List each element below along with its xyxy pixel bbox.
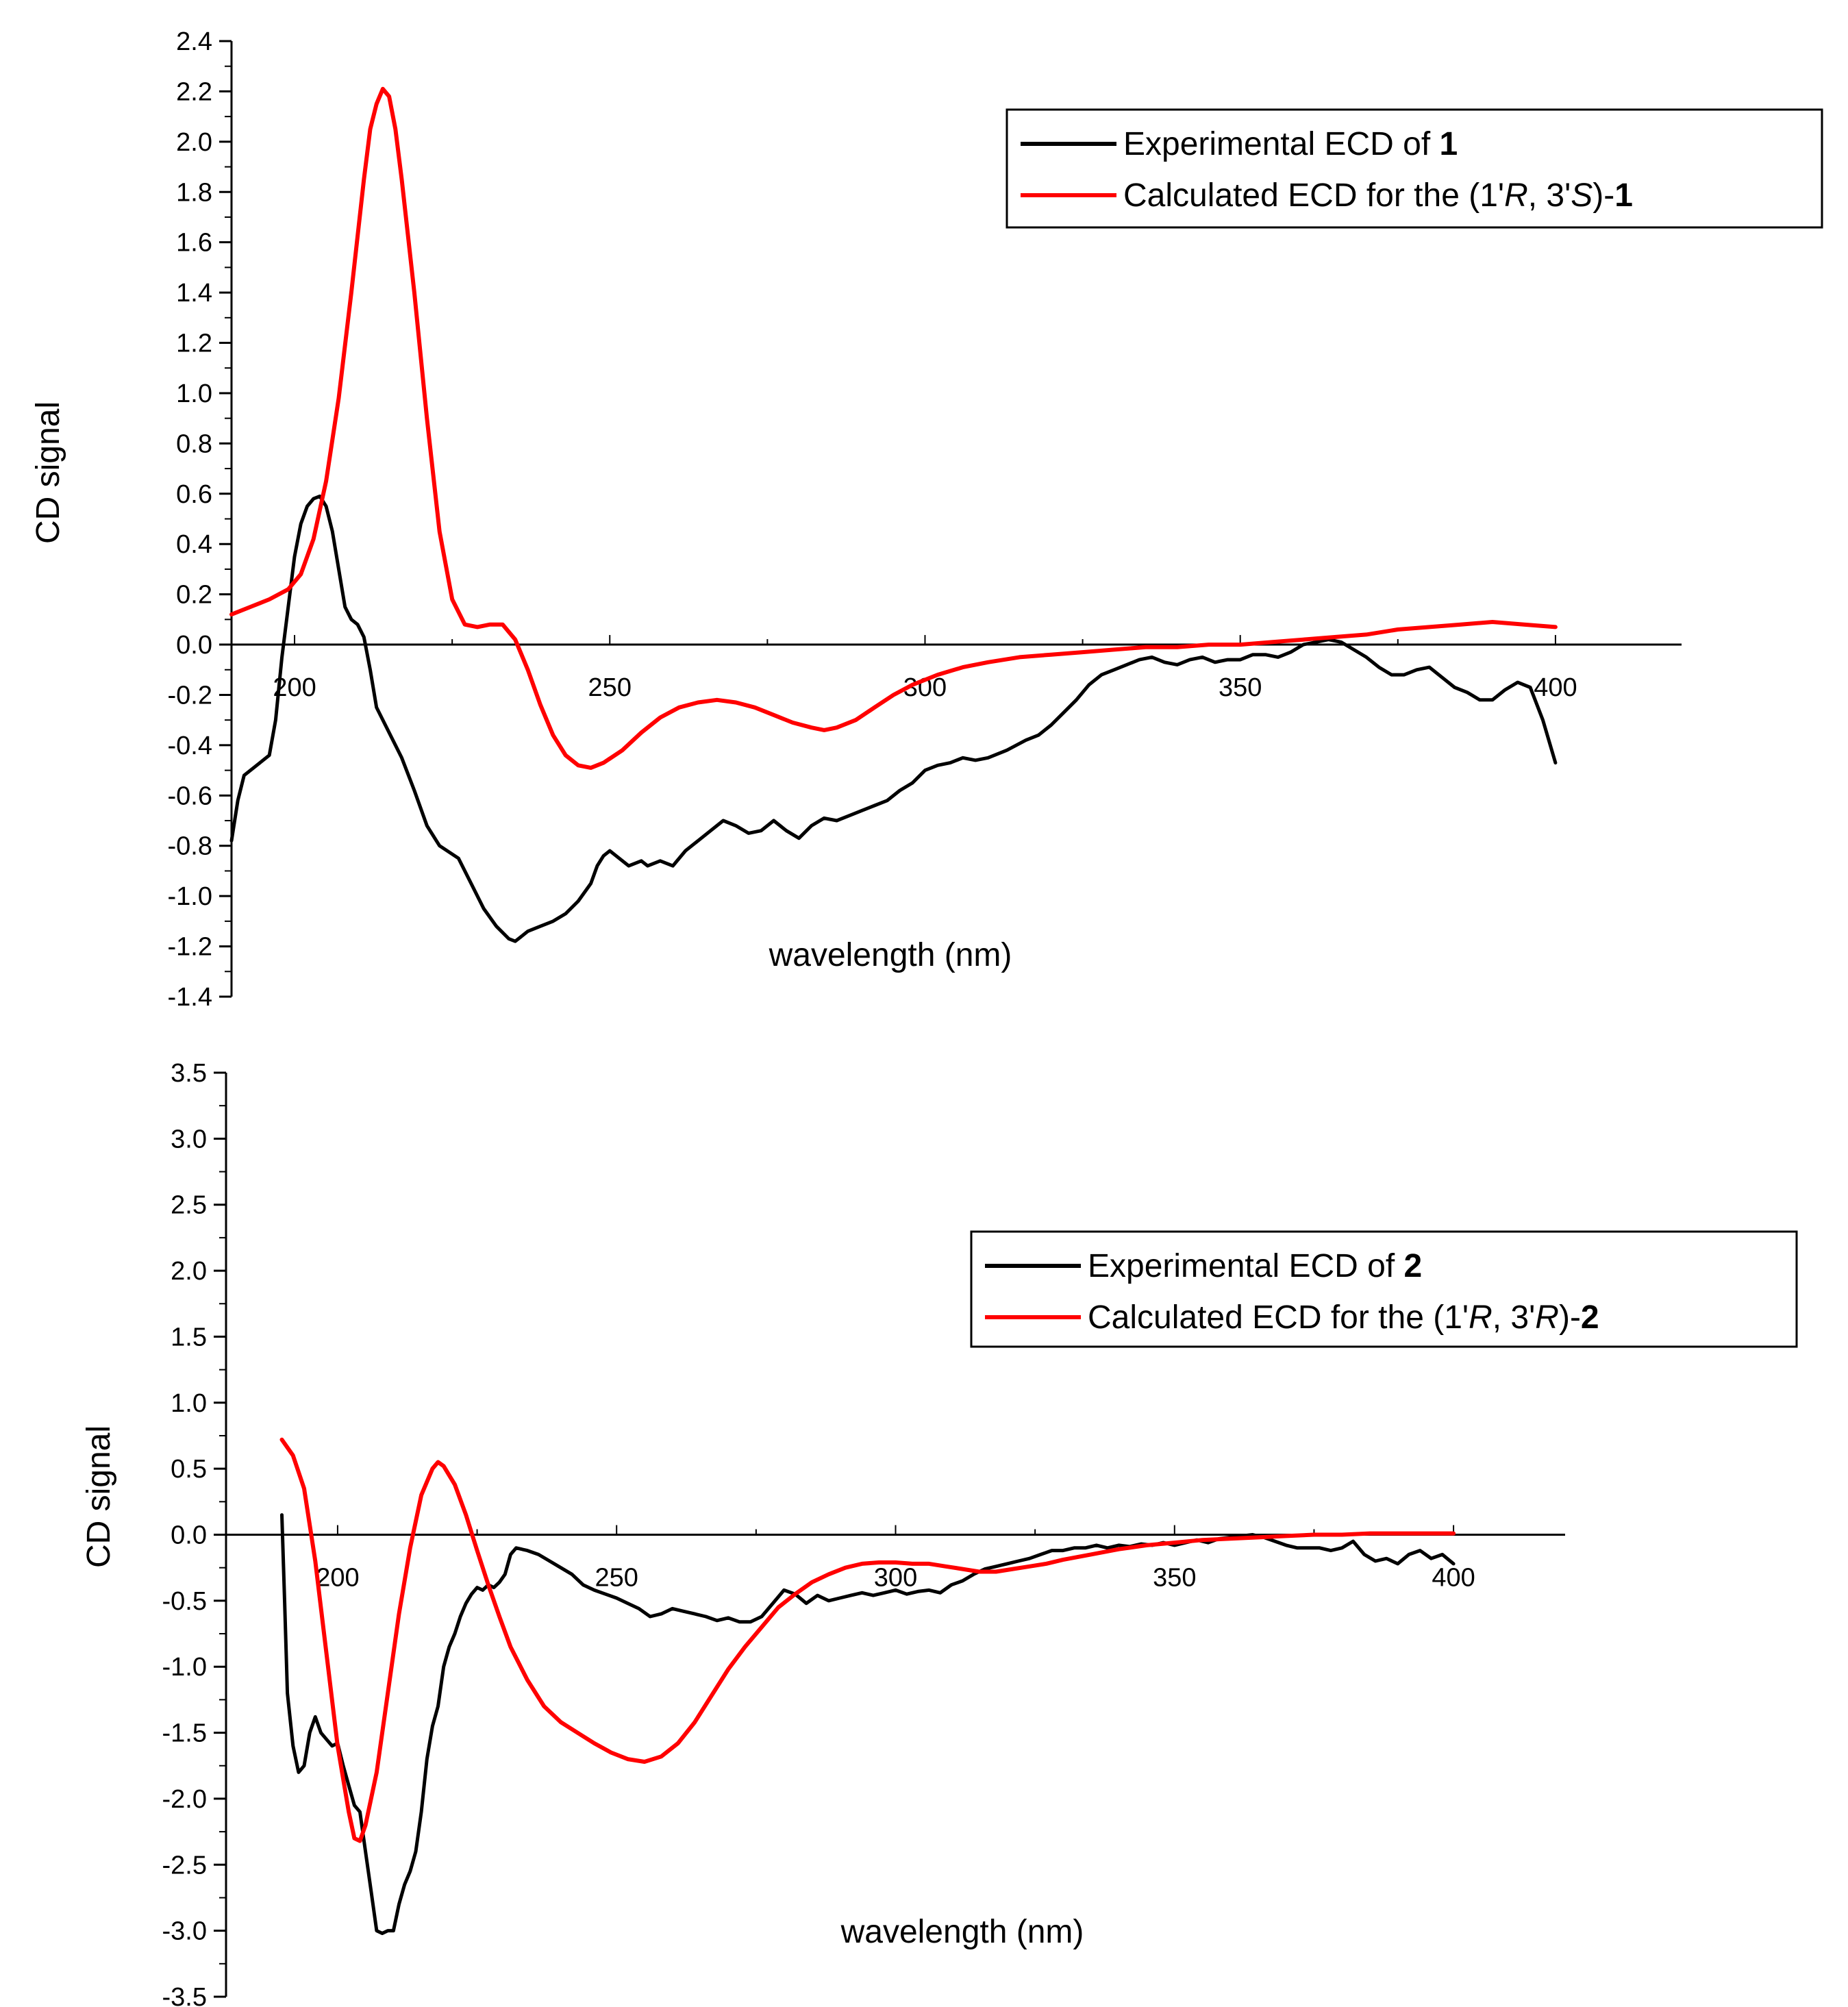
chart-1-y-tick-label: -1.0 xyxy=(168,882,212,911)
chart-2-y-tick-label: -1.0 xyxy=(162,1653,207,1682)
chart-1-y-axis-title: CD signal xyxy=(30,401,66,544)
chart-2-y-tick-label: 1.5 xyxy=(171,1323,207,1351)
chart-2-y-tick-label: 3.0 xyxy=(171,1125,207,1154)
chart-1-y-tick-label: 0.4 xyxy=(176,530,212,559)
chart-1-y-tick-label: -0.2 xyxy=(168,681,212,710)
chart-1-y-tick-label: 0.0 xyxy=(176,631,212,660)
chart-2-legend-label: Calculated ECD for the (1'R, 3'R)-2 xyxy=(1088,1299,1599,1336)
chart-2-x-tick-label: 350 xyxy=(1153,1564,1196,1593)
chart-2-x-tick-label: 200 xyxy=(316,1564,359,1593)
chart-1-y-tick-label: 0.2 xyxy=(176,581,212,610)
chart-2-x-tick-label: 400 xyxy=(1432,1564,1475,1593)
chart-1-y-tick-label: -0.6 xyxy=(168,782,212,810)
chart-1-x-tick-label: 350 xyxy=(1219,673,1262,702)
chart-2-y-tick-label: -3.5 xyxy=(162,1983,207,2007)
chart-2-experimental-series-line xyxy=(280,1513,1456,1935)
chart-1-legend-box xyxy=(1006,108,1823,229)
chart-2-ecd-compound-2: CD signal wavelength (nm) -3.5 -3.0 -2.5 -2… xyxy=(81,1059,1798,2007)
chart-2-x-tick-label: 300 xyxy=(874,1564,917,1593)
chart-2-y-tick-label: 2.0 xyxy=(171,1257,207,1286)
chart-1-experimental-series-line xyxy=(229,495,1558,943)
chart-1-legend-label: Experimental ECD of 1 xyxy=(1123,126,1458,162)
chart-2-y-tick-label: 0.5 xyxy=(171,1455,207,1484)
chart-1-x-axis-title: wavelength (nm) xyxy=(769,937,1012,973)
chart-1-x-tick-label: 400 xyxy=(1534,673,1577,702)
chart-2-legend-box xyxy=(970,1230,1798,1348)
chart-2-legend-label: Experimental ECD of 2 xyxy=(1088,1248,1422,1284)
chart-1-y-tick-label: -1.4 xyxy=(168,983,212,1012)
chart-2-y-tick-label: 3.5 xyxy=(171,1059,207,1088)
chart-1-y-tick-label: 1.0 xyxy=(176,379,212,408)
chart-2-y-tick-label: -3.0 xyxy=(162,1917,207,1946)
chart-2-y-tick-label: 2.5 xyxy=(171,1191,207,1220)
chart-1-y-tick-label: 1.2 xyxy=(176,329,212,358)
chart-1-y-tick-label: 2.0 xyxy=(176,128,212,157)
chart-1-y-tick-label: 2.2 xyxy=(176,77,212,106)
chart-2-y-tick-label: -2.0 xyxy=(162,1785,207,1814)
chart-1-legend: Experimental ECD of 1 Calculated ECD for … xyxy=(1006,108,1823,229)
chart-1-y-tick-label: 0.8 xyxy=(176,429,212,458)
chart-2-y-tick-label: -0.5 xyxy=(162,1587,207,1616)
chart-2-y-axis-title: CD signal xyxy=(81,1425,117,1568)
chart-2-x-tick-label: 250 xyxy=(595,1564,638,1593)
chart-2-legend: Experimental ECD of 2 Calculated ECD for … xyxy=(970,1230,1798,1348)
chart-1-x-tick-label: 250 xyxy=(588,673,632,702)
chart-1-y-tick-label: 1.6 xyxy=(176,229,212,258)
chart-2-y-tick-label: 0.0 xyxy=(171,1521,207,1550)
chart-2-y-tick-label: 1.0 xyxy=(171,1389,207,1418)
chart-2-calculated-series-line xyxy=(279,1437,1456,1843)
chart-1-y-tick-label: 1.8 xyxy=(176,178,212,207)
chart-1-y-tick-label: -1.2 xyxy=(168,933,212,962)
chart-1-y-tick-label: -0.8 xyxy=(168,832,212,861)
chart-2-y-tick-label: -2.5 xyxy=(162,1851,207,1880)
chart-1-ecd-compound-1: CD signal wavelength (nm) -1.4 -1.2 -1.0 -0… xyxy=(30,27,1823,1012)
chart-1-legend-label: Calculated ECD for the (1'R, 3'S)-1 xyxy=(1123,177,1633,214)
chart-2-y-tick-label: -1.5 xyxy=(162,1719,207,1748)
chart-1-calculated-series-line xyxy=(229,86,1558,770)
chart-2-x-axis-title: wavelength (nm) xyxy=(840,1914,1084,1950)
chart-1-y-tick-label: 0.6 xyxy=(176,480,212,509)
chart-1-y-tick-label: 1.4 xyxy=(176,279,212,308)
chart-1-y-tick-label: -0.4 xyxy=(168,732,212,760)
chart-1-y-tick-label: 2.4 xyxy=(176,27,212,56)
